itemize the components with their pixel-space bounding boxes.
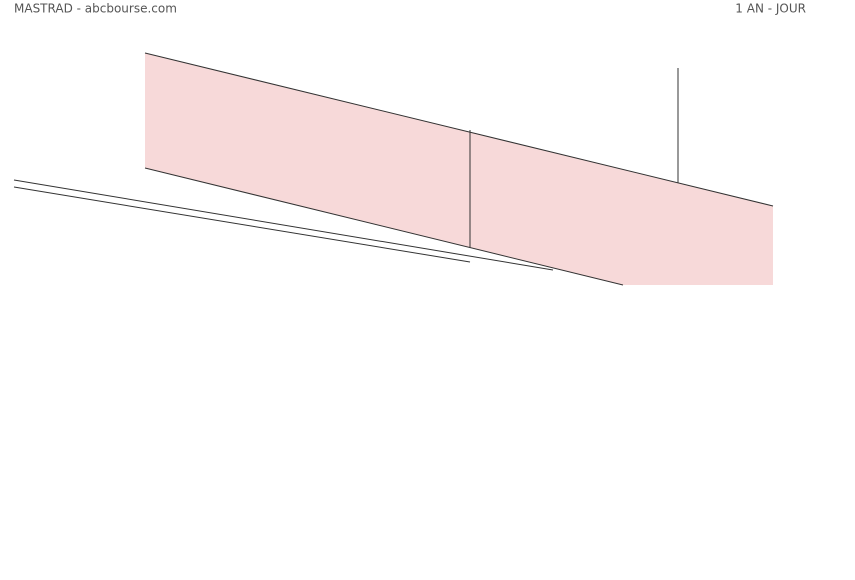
- drawings: [13, 52, 774, 286]
- trend-line: [144, 52, 774, 207]
- chart-title: MASTRAD - abcbourse.com: [14, 2, 177, 16]
- trend-line: [13, 186, 471, 263]
- trend-line: [144, 167, 624, 286]
- channel-fill: [145, 53, 773, 285]
- period: 1 AN - JOUR: [735, 2, 806, 16]
- trend-line: [13, 179, 554, 271]
